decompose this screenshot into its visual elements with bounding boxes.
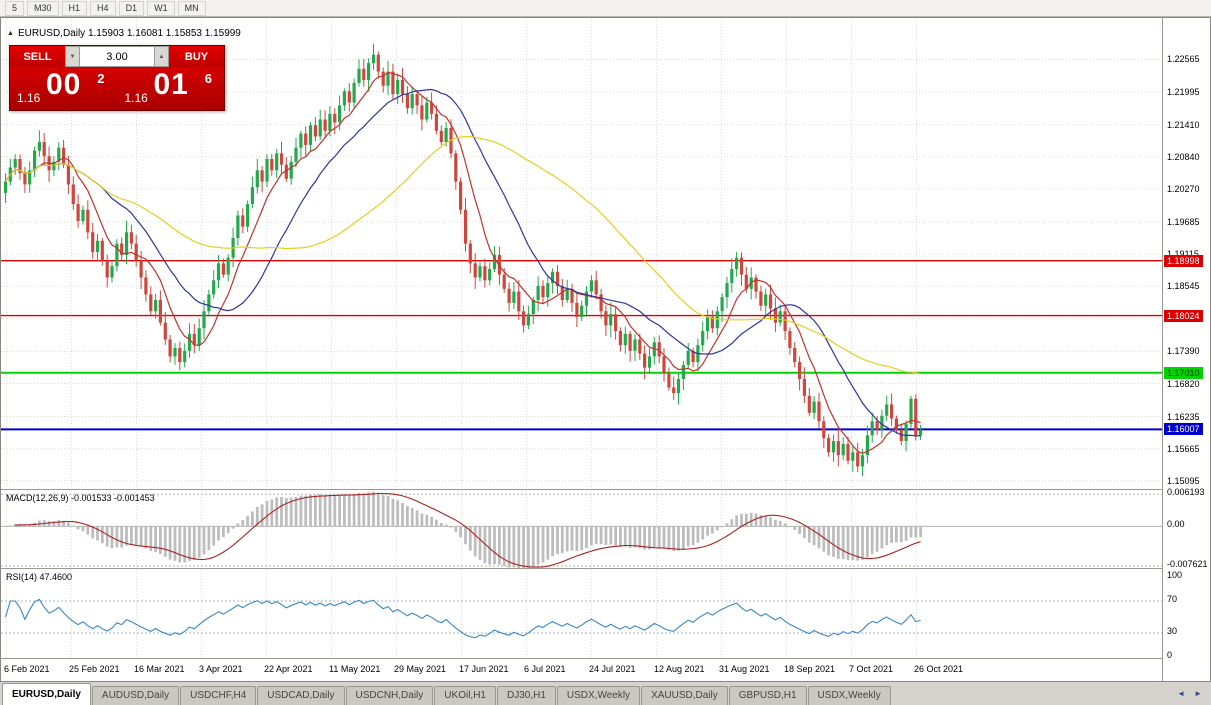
chart-tab-usdx-weekly[interactable]: USDX,Weekly bbox=[807, 686, 891, 705]
timeframe-button-w1[interactable]: W1 bbox=[147, 0, 175, 16]
sell-price-big: 00 bbox=[46, 68, 82, 101]
price-line-tag[interactable]: 1.18998 bbox=[1164, 255, 1203, 267]
date-label: 18 Sep 2021 bbox=[784, 664, 836, 674]
rsi-label: RSI(14) 47.4600 bbox=[6, 572, 73, 582]
scale-label: 1.18545 bbox=[1167, 281, 1200, 291]
one-click-trade-panel: SELL ▼ 3.00 ▲ BUY 1.16 00 2 1.16 01 6 bbox=[9, 45, 225, 111]
scale-label: 30 bbox=[1167, 626, 1178, 636]
chart-tab-usdchf-h4[interactable]: USDCHF,H4 bbox=[180, 686, 257, 705]
macd-chart[interactable] bbox=[1, 491, 1162, 569]
scale-label: 1.16820 bbox=[1167, 379, 1200, 389]
chart-tab-gbpusd-h1[interactable]: GBPUSD,H1 bbox=[728, 686, 807, 705]
timeframe-button-h4[interactable]: H4 bbox=[90, 0, 116, 16]
scale-label: 1.21995 bbox=[1167, 87, 1200, 97]
sell-price-pip: 2 bbox=[97, 71, 105, 86]
chart-tabs: EURUSD,Daily AUDUSD,Daily USDCHF,H4 USDCAD,… bbox=[2, 682, 892, 705]
scale-label: 1.17390 bbox=[1167, 346, 1200, 356]
date-label: 24 Jul 2021 bbox=[589, 664, 636, 674]
date-label: 3 Apr 2021 bbox=[199, 664, 243, 674]
volume-decrease-button[interactable]: ▼ bbox=[65, 46, 80, 67]
scale-label: 1.19115 bbox=[1167, 249, 1199, 259]
scale-label: -0.007621 bbox=[1167, 559, 1208, 569]
timeframe-toolbar: 5 M30 H1 H4 D1 W1 MN bbox=[0, 0, 1211, 17]
date-axis[interactable]: 6 Feb 2021 25 Feb 2021 16 Mar 2021 3 Apr 20… bbox=[1, 658, 1210, 681]
tabs-scroll-right-icon[interactable]: ► bbox=[1194, 689, 1202, 698]
chart-title: ▲ EURUSD,Daily 1.15903 1.16081 1.15853 1.… bbox=[7, 28, 241, 39]
buy-price-display[interactable]: 1.16 01 6 bbox=[117, 67, 224, 110]
date-label: 25 Feb 2021 bbox=[69, 664, 120, 674]
chart-tab-xauusd-daily[interactable]: XAUUSD,Daily bbox=[641, 686, 728, 705]
chart-tab-dj30-h1[interactable]: DJ30,H1 bbox=[496, 686, 556, 705]
chart-tab-audusd-daily[interactable]: AUDUSD,Daily bbox=[91, 686, 180, 705]
chart-tab-usdcnh-daily[interactable]: USDCNH,Daily bbox=[345, 686, 434, 705]
chart-title-text: EURUSD,Daily 1.15903 1.16081 1.15853 1.1… bbox=[17, 28, 241, 39]
scale-label: 1.20270 bbox=[1167, 184, 1200, 194]
chart-window: ▲ EURUSD,Daily 1.15903 1.16081 1.15853 1.… bbox=[0, 17, 1211, 682]
buy-button[interactable]: BUY bbox=[169, 46, 224, 67]
scale-label: 1.21410 bbox=[1167, 120, 1200, 130]
timeframe-button-h1[interactable]: H1 bbox=[61, 0, 88, 16]
date-label: 26 Oct 2021 bbox=[914, 664, 964, 674]
rsi-chart[interactable] bbox=[1, 570, 1162, 659]
date-label: 16 Mar 2021 bbox=[134, 664, 185, 674]
macd-indicator-pane[interactable]: MACD(12,26,9) -0.001533 -0.001453 bbox=[1, 489, 1210, 569]
chart-tab-ukoil-h1[interactable]: UKOil,H1 bbox=[434, 686, 496, 705]
price-line-tag[interactable]: 1.16007 bbox=[1164, 423, 1203, 435]
price-line-tag[interactable]: 1.17010 bbox=[1164, 367, 1203, 379]
price-line-tag[interactable]: 1.18024 bbox=[1164, 310, 1203, 322]
scale-label: 0.00 bbox=[1167, 519, 1185, 529]
scale-label: 1.19685 bbox=[1167, 217, 1200, 227]
candlestick-chart[interactable] bbox=[1, 18, 1162, 489]
price-chart-pane[interactable]: ▲ EURUSD,Daily 1.15903 1.16081 1.15853 1.… bbox=[1, 18, 1210, 489]
subwindow-collapse-icon[interactable]: ▲ bbox=[7, 30, 14, 37]
date-label: 29 May 2021 bbox=[394, 664, 447, 674]
scale-label: 0.006193 bbox=[1167, 487, 1205, 497]
chart-tab-eurusd-daily[interactable]: EURUSD,Daily bbox=[2, 683, 91, 705]
date-label: 7 Oct 2021 bbox=[849, 664, 894, 674]
price-scale[interactable]: 1.22565 1.21995 1.21410 1.20840 1.20270 1.196… bbox=[1162, 18, 1210, 681]
scale-label: 1.20840 bbox=[1167, 152, 1200, 162]
scale-label: 70 bbox=[1167, 594, 1178, 604]
timeframe-button-mn[interactable]: MN bbox=[177, 0, 206, 16]
buy-price-pip: 6 bbox=[204, 71, 212, 86]
date-label: 11 May 2021 bbox=[329, 664, 381, 674]
sell-price-prefix: 1.16 bbox=[17, 91, 41, 105]
tabs-scroll-left-icon[interactable]: ◄ bbox=[1177, 689, 1186, 698]
rsi-indicator-pane[interactable]: RSI(14) 47.4600 bbox=[1, 568, 1210, 659]
scale-label: 1.16235 bbox=[1167, 412, 1200, 422]
scale-label: 100 bbox=[1167, 570, 1183, 580]
date-label: 12 Aug 2021 bbox=[654, 664, 705, 674]
scale-label: 1.15665 bbox=[1167, 444, 1200, 454]
sell-button[interactable]: SELL bbox=[10, 46, 65, 67]
chart-tab-strip: EURUSD,Daily AUDUSD,Daily USDCHF,H4 USDCAD,… bbox=[0, 682, 1211, 705]
date-label: 6 Jul 2021 bbox=[524, 664, 566, 674]
timeframe-button-d1[interactable]: D1 bbox=[118, 0, 145, 16]
scale-label: 0 bbox=[1167, 650, 1173, 660]
macd-label: MACD(12,26,9) -0.001533 -0.001453 bbox=[6, 493, 155, 503]
scale-label: 1.15095 bbox=[1167, 476, 1200, 486]
tab-scroll-controls: ◄ ► bbox=[1168, 682, 1211, 705]
timeframe-button-m30[interactable]: M30 bbox=[27, 0, 59, 16]
date-label: 22 Apr 2021 bbox=[264, 664, 313, 674]
volume-increase-button[interactable]: ▲ bbox=[154, 46, 169, 67]
volume-input[interactable]: 3.00 bbox=[80, 46, 154, 67]
chevron-up-icon: ▲ bbox=[158, 53, 165, 60]
chevron-down-icon: ▼ bbox=[69, 53, 76, 60]
date-label: 17 Jun 2021 bbox=[459, 664, 509, 674]
chart-tab-usdx-weekly[interactable]: USDX,Weekly bbox=[556, 686, 641, 705]
chart-tab-usdcad-daily[interactable]: USDCAD,Daily bbox=[257, 686, 345, 705]
date-label: 31 Aug 2021 bbox=[719, 664, 770, 674]
date-label: 6 Feb 2021 bbox=[4, 664, 50, 674]
sell-price-display[interactable]: 1.16 00 2 bbox=[10, 67, 118, 110]
buy-price-prefix: 1.16 bbox=[124, 91, 148, 105]
timeframe-button-5[interactable]: 5 bbox=[5, 0, 25, 16]
buy-price-big: 01 bbox=[153, 68, 189, 101]
scale-label: 1.22565 bbox=[1167, 54, 1200, 64]
